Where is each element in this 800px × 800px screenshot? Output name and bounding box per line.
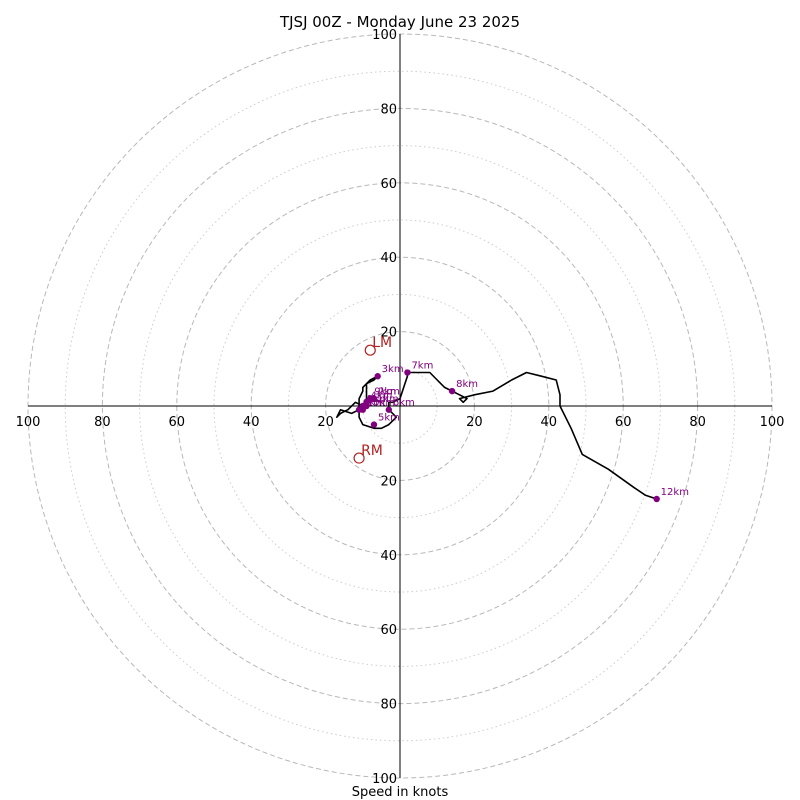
tick-label-down-4: 100 [372, 772, 397, 787]
km-label-10km: 10km [367, 398, 395, 409]
km-marker-3km [374, 373, 381, 380]
tick-label-down-0: 20 [380, 474, 397, 489]
tick-label-left-0: 20 [317, 415, 334, 430]
tick-label-left-2: 60 [169, 415, 186, 430]
axis-tick-labels: 20 20 20 20 40 40 40 40 60 60 60 60 80 80 80 80 100 100 10… [16, 28, 785, 787]
km-marker-7km [404, 369, 411, 376]
km-marker-8km [448, 387, 456, 395]
km-marker-11km [363, 402, 370, 410]
km-label-5km: 5km [378, 413, 400, 424]
tick-label-down-3: 80 [380, 698, 397, 713]
km-label-9km: 9km [374, 387, 396, 398]
tick-label-down-2: 60 [380, 623, 397, 638]
km-marker-5km [370, 421, 378, 428]
km-label-4km: 4km [371, 390, 393, 401]
tick-label-up-4: 100 [372, 28, 397, 43]
km-label-0km: 0km [363, 398, 385, 409]
storm-motion-markers: LM RM [353, 335, 392, 464]
tick-label-right-0: 20 [466, 415, 483, 430]
km-label-11km: 11km [371, 394, 399, 405]
tick-label-left-4: 100 [16, 415, 41, 430]
km-label-1km: 1km [367, 394, 389, 405]
tick-label-up-1: 40 [380, 251, 397, 266]
tick-label-right-4: 100 [760, 415, 785, 430]
tick-label-down-1: 40 [380, 549, 397, 564]
storm-motion-lm [364, 344, 376, 356]
tick-label-left-3: 80 [94, 415, 111, 430]
km-marker-6km [385, 406, 393, 413]
tick-label-right-1: 40 [541, 415, 558, 430]
km-label-12km: 12km [661, 487, 689, 498]
tick-label-right-2: 60 [615, 415, 632, 430]
tick-label-left-1: 40 [243, 415, 260, 430]
km-label-7km: 7km [411, 361, 433, 372]
km-marker-9km [367, 395, 374, 402]
tick-label-up-3: 80 [380, 102, 397, 117]
km-marker-12km [653, 495, 660, 503]
storm-label-lm: LM [372, 335, 392, 351]
tick-label-up-0: 20 [380, 326, 397, 341]
tick-label-right-3: 80 [689, 415, 706, 430]
tick-label-up-2: 60 [380, 177, 397, 192]
km-label-2km: 2km [378, 387, 400, 398]
km-label-3km: 3km [382, 364, 404, 375]
km-label-8km: 8km [456, 379, 478, 390]
storm-motion-rm [353, 452, 365, 464]
km-label-6km: 6km [393, 398, 415, 409]
x-axis-label: Speed in knots [352, 785, 449, 800]
storm-label-rm: RM [361, 443, 383, 459]
chart-title: TJSJ 00Z - Monday June 23 2025 [279, 13, 520, 31]
